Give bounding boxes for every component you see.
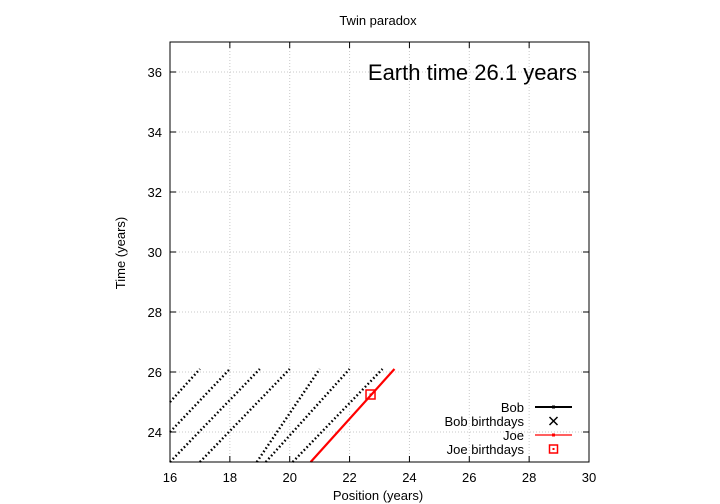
joe-worldline bbox=[309, 368, 396, 463]
x-tick-label: 26 bbox=[462, 470, 476, 485]
ticks: 16 18 20 22 24 26 28 30 24 26 28 30 32 34 36 bbox=[148, 42, 596, 485]
bob-worldline bbox=[169, 368, 231, 433]
x-axis-label: Position (years) bbox=[333, 488, 423, 503]
bob-worldline bbox=[199, 368, 291, 463]
x-tick-label: 20 bbox=[282, 470, 296, 485]
legend-square-dot bbox=[552, 448, 555, 450]
joe-birthday-dot bbox=[369, 393, 372, 396]
bob-worldline bbox=[264, 368, 351, 463]
legend-point-swatch bbox=[552, 433, 555, 437]
bob-worldline bbox=[291, 368, 384, 463]
x-tick-label: 18 bbox=[223, 470, 237, 485]
y-tick-label: 24 bbox=[148, 425, 162, 440]
x-tick-label: 28 bbox=[522, 470, 536, 485]
y-axis-label: Time (years) bbox=[113, 217, 128, 289]
legend-label: Bob birthdays bbox=[445, 414, 525, 429]
y-tick-label: 32 bbox=[148, 185, 162, 200]
y-tick-label: 34 bbox=[148, 125, 162, 140]
legend-label: Bob bbox=[501, 400, 524, 415]
y-tick-label: 26 bbox=[148, 365, 162, 380]
legend-label: Joe birthdays bbox=[447, 442, 525, 457]
joe-birthday-marker bbox=[365, 389, 376, 400]
chart-title: Twin paradox bbox=[339, 13, 417, 28]
x-tick-label: 22 bbox=[342, 470, 356, 485]
x-tick-label: 16 bbox=[163, 470, 177, 485]
earth-time-annotation: Earth time 26.1 years bbox=[368, 60, 577, 85]
grid bbox=[169, 42, 590, 462]
series-layer bbox=[169, 368, 396, 463]
bob-worldline bbox=[255, 368, 321, 463]
x-tick-label: 24 bbox=[402, 470, 416, 485]
y-tick-label: 30 bbox=[148, 245, 162, 260]
bob-worldline bbox=[169, 368, 201, 403]
x-tick-label: 30 bbox=[582, 470, 596, 485]
y-tick-label: 28 bbox=[148, 305, 162, 320]
bob-worldline bbox=[169, 368, 261, 463]
plot-frame bbox=[169, 41, 590, 463]
legend-cross-swatch bbox=[548, 416, 559, 426]
legend-square-swatch bbox=[548, 444, 559, 454]
legend-label: Joe bbox=[503, 428, 524, 443]
y-tick-label: 36 bbox=[148, 65, 162, 80]
legend-point-swatch bbox=[552, 405, 555, 409]
